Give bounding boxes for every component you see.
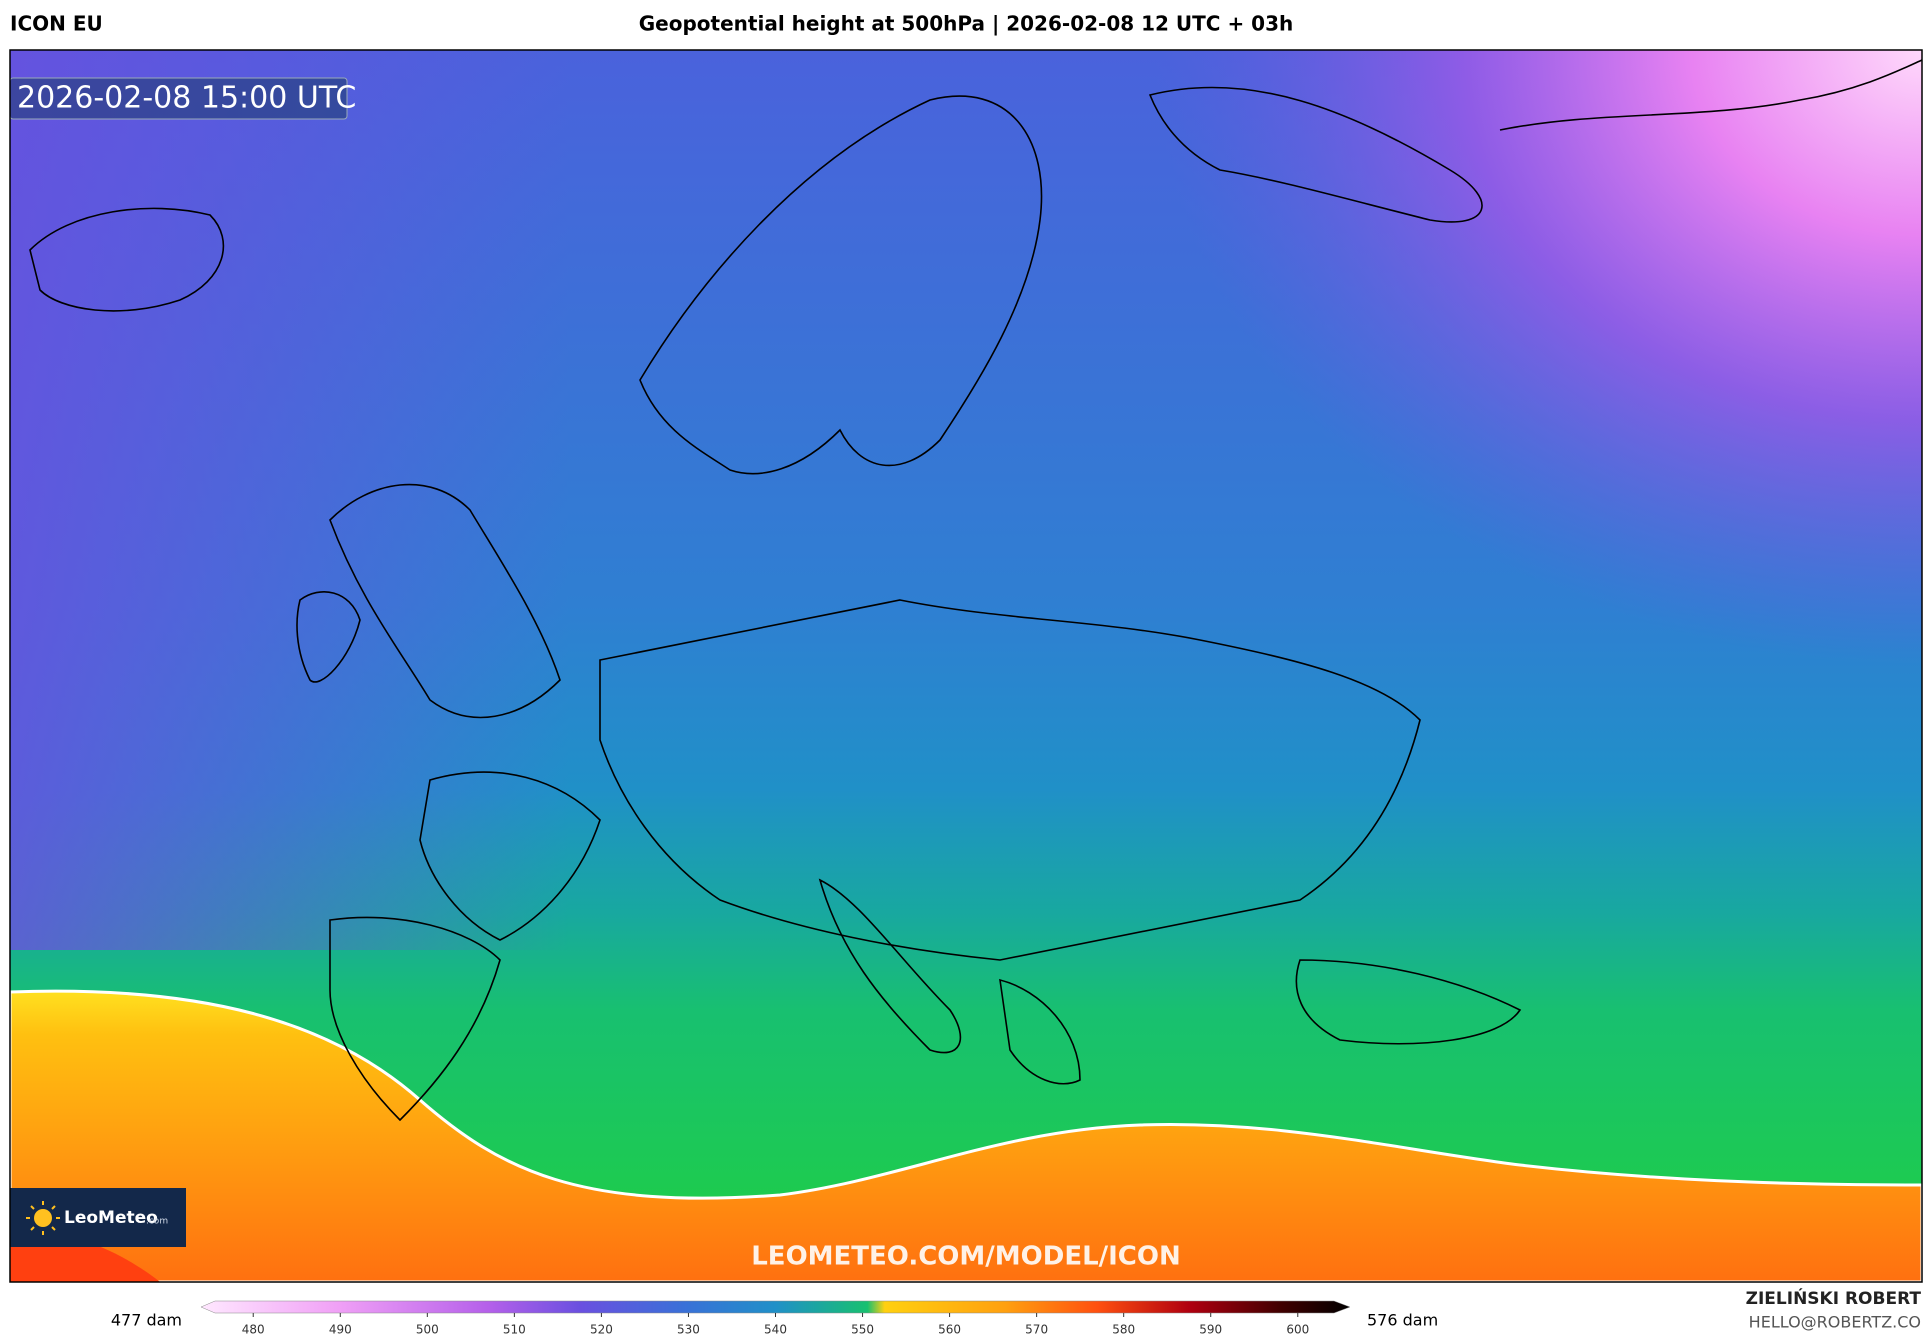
coastlines bbox=[29, 59, 1923, 1122]
colorbar-tick-label: 490 bbox=[329, 1323, 352, 1337]
colorbar-tick-label: 560 bbox=[938, 1323, 961, 1337]
colorbar-tick-label: 550 bbox=[851, 1323, 874, 1337]
model-name: ICON EU bbox=[10, 12, 103, 36]
map-frame bbox=[9, 49, 1923, 1283]
colorbar-min: 477 dam bbox=[111, 1311, 182, 1330]
colorbar bbox=[200, 1300, 1351, 1314]
colorbar-tick-label: 590 bbox=[1199, 1323, 1222, 1337]
field-warm-south bbox=[8, 989, 1924, 1284]
colorbar-tick-label: 500 bbox=[416, 1323, 439, 1337]
logo-suffix: .com bbox=[146, 1217, 168, 1227]
colorbar-max: 576 dam bbox=[1367, 1311, 1438, 1330]
colorbar-strip bbox=[200, 1300, 1351, 1314]
field-cold-west bbox=[10, 50, 570, 950]
logo-sun bbox=[34, 1209, 52, 1227]
colorbar-tick-label: 570 bbox=[1025, 1323, 1048, 1337]
colorbar-tick-label: 580 bbox=[1112, 1323, 1135, 1337]
colorbar-tick-label: 600 bbox=[1286, 1323, 1309, 1337]
logo-rays bbox=[26, 1201, 60, 1235]
field-cold-northeast bbox=[900, 50, 1922, 870]
credit-name: ZIELIŃSKI ROBERT bbox=[1746, 1287, 1922, 1309]
colorbar-tick-label: 530 bbox=[677, 1323, 700, 1337]
timestamp: 2026-02-08 15:00 UTC bbox=[17, 81, 356, 116]
map-title: Geopotential height at 500hPa | 2026-02-… bbox=[639, 12, 1293, 36]
watermark: LEOMETEO.COM/MODEL/ICON bbox=[751, 1242, 1181, 1272]
colorbar-tick-label: 520 bbox=[590, 1323, 613, 1337]
map-area: 2026-02-08 15:00 UTC LeoMeteo .com LEOME… bbox=[8, 49, 1924, 1284]
colorbar-tick-label: 480 bbox=[242, 1323, 265, 1337]
logo-name: LeoMeteo bbox=[64, 1208, 158, 1228]
colorbar-tick-label: 510 bbox=[503, 1323, 526, 1337]
colorbar-tick-label: 540 bbox=[764, 1323, 787, 1337]
credit-email: HELLO@ROBERTZ.CO bbox=[1749, 1313, 1921, 1332]
